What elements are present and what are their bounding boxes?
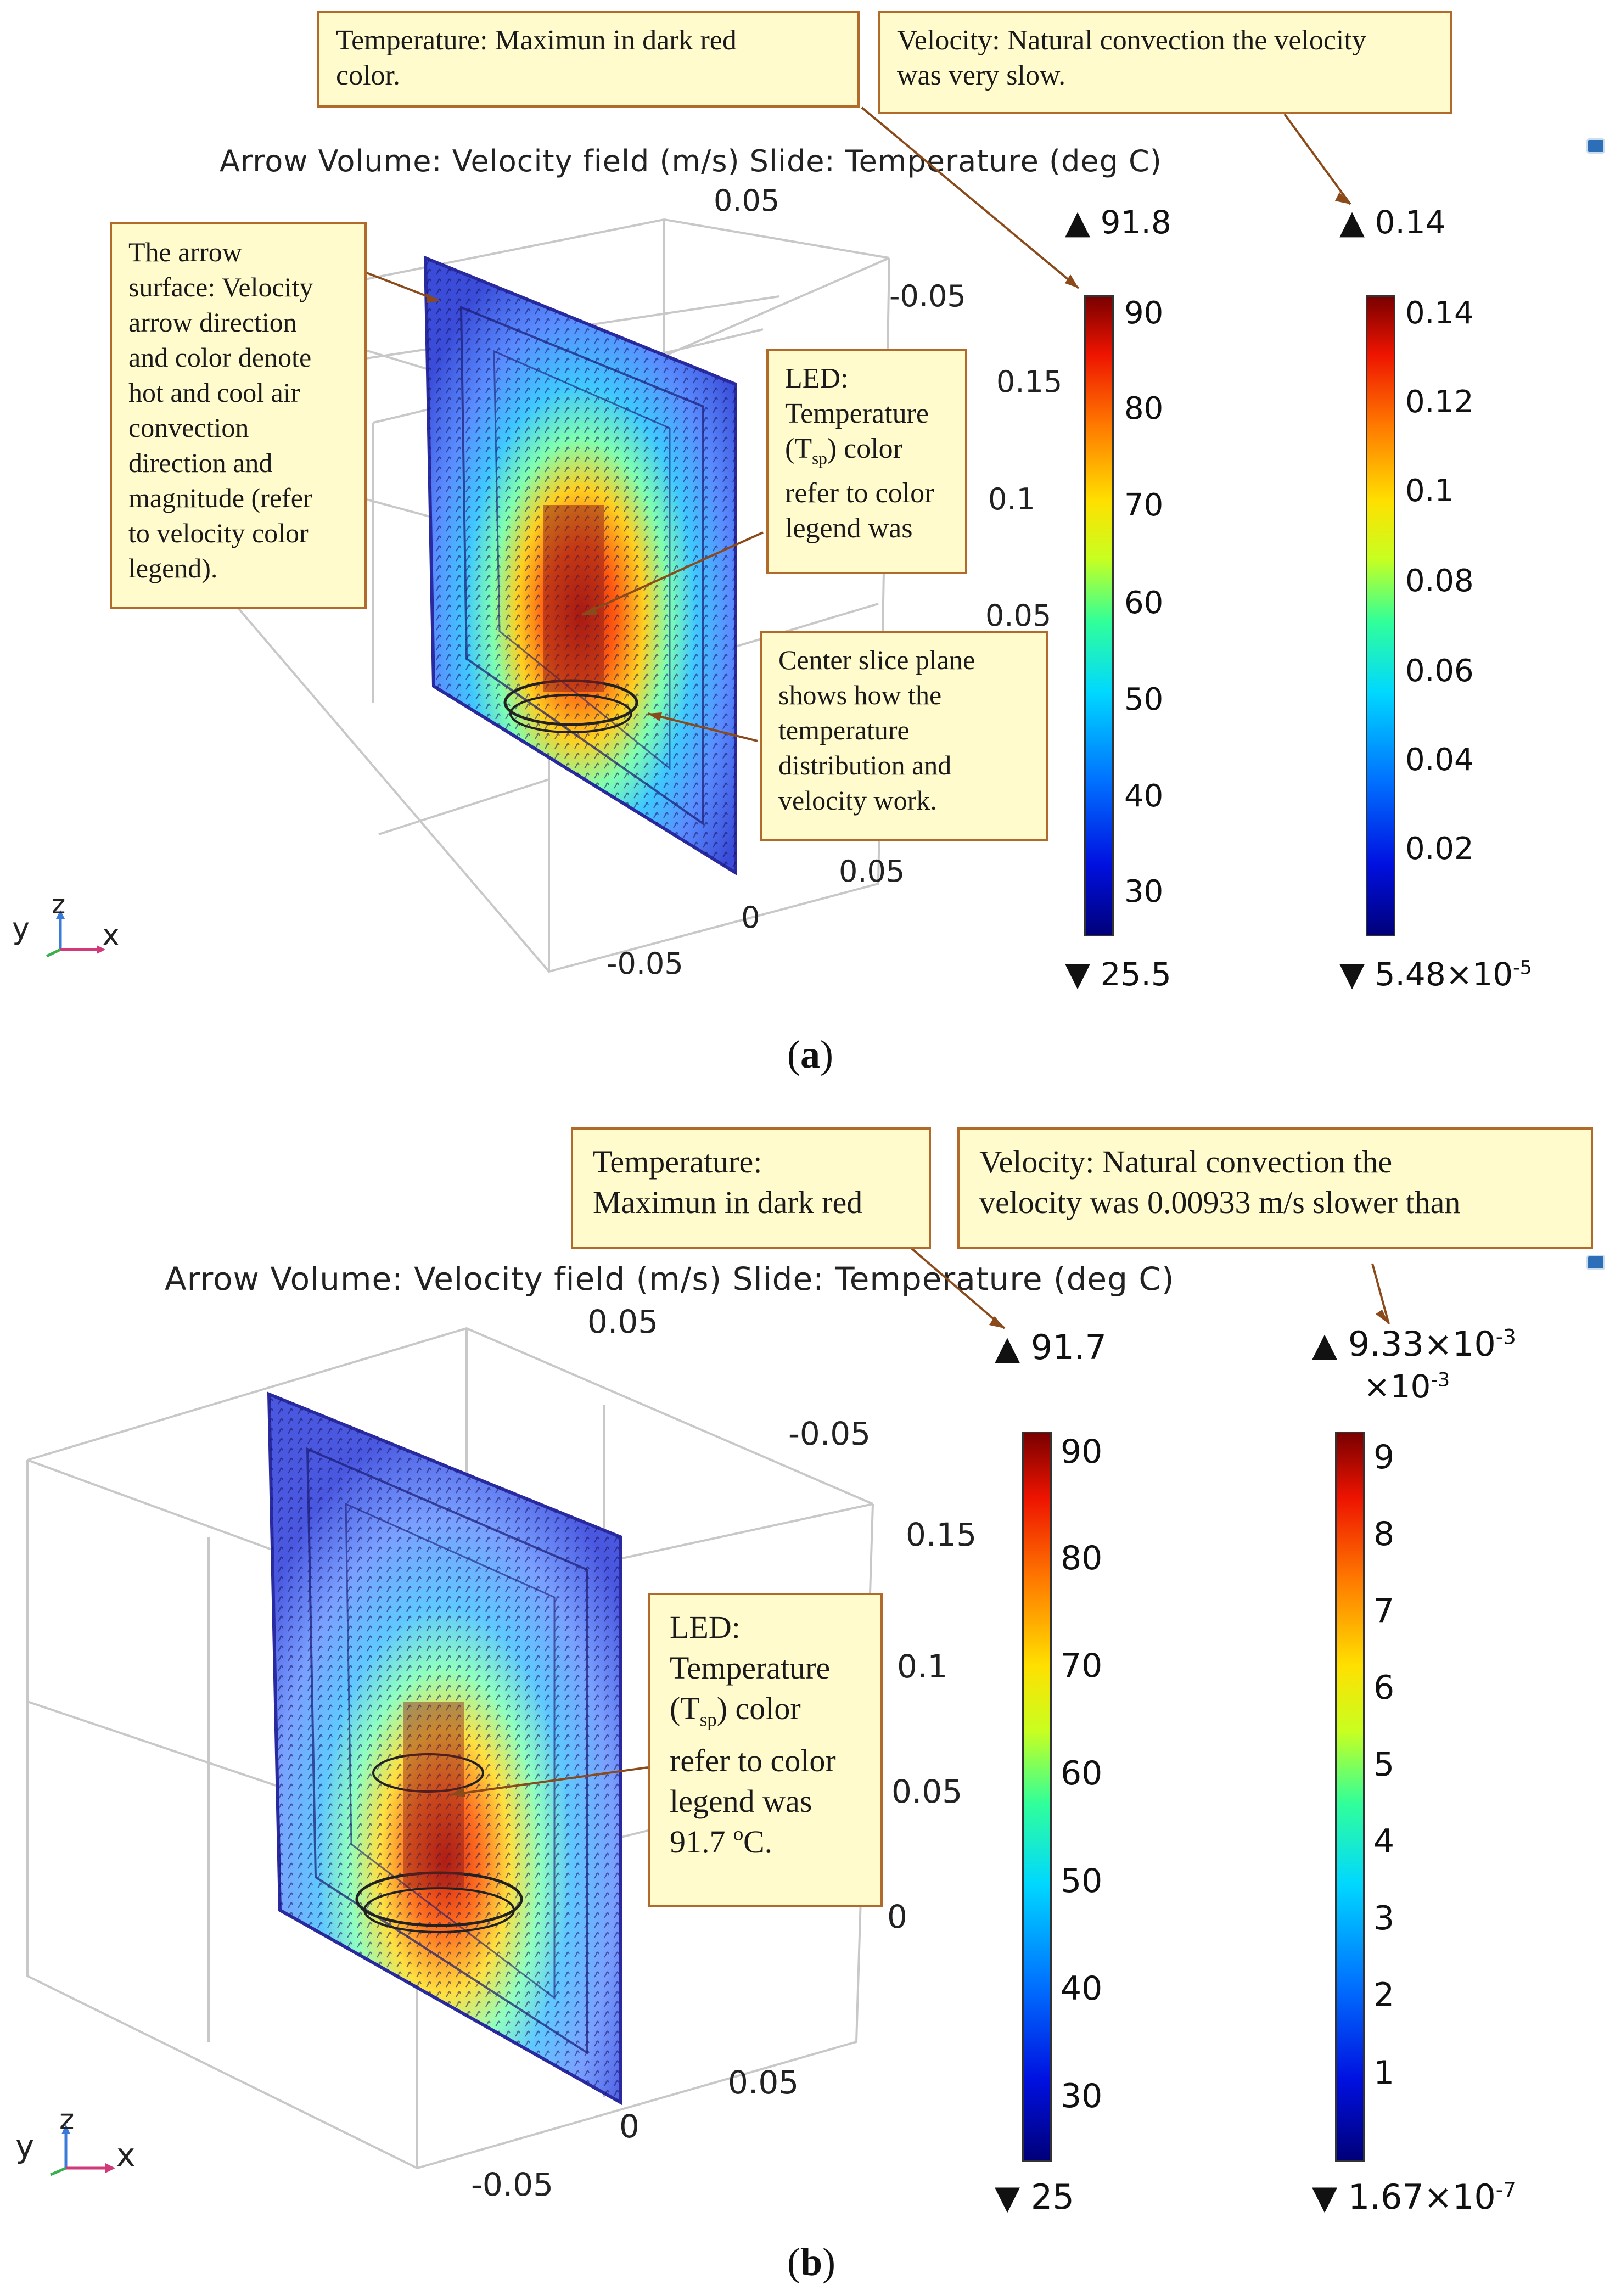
temp-tick: 60	[1061, 1754, 1103, 1793]
temp-tick: 90	[1124, 295, 1164, 331]
callout-led: LED: Temperature (Tsp) color refer to co…	[766, 349, 967, 574]
axis-tick: 0.05	[891, 1773, 963, 1810]
temp-tick: 70	[1124, 487, 1164, 523]
temp-tick: 80	[1061, 1539, 1103, 1578]
temp-tick: 60	[1124, 585, 1164, 621]
axis-tick: 0	[887, 1898, 907, 1935]
axis-triad	[50, 2124, 115, 2176]
led-line: refer to color	[785, 478, 934, 509]
axis-tick: 0.15	[996, 364, 1063, 399]
velocity-tick: 4	[1373, 1822, 1395, 1861]
callout-leaders	[364, 106, 1351, 742]
callout-temperature: Temperature: Maximun in dark red color.	[317, 11, 860, 108]
temperature-colorbar	[1022, 1432, 1052, 2162]
led-line: 91.7 ºC.	[670, 1823, 773, 1860]
temp-max: ▲ 91.8	[1065, 203, 1171, 242]
led-line: refer to color	[670, 1742, 836, 1778]
velocity-tick: 5	[1373, 1745, 1395, 1784]
velocity-tick: 0.02	[1405, 831, 1474, 867]
velocity-min: ▼ 1.67×10-7	[1312, 2177, 1516, 2217]
export-icon[interactable]	[1586, 1255, 1605, 1270]
callout-arrow-surface: The arrow surface: Velocity arrow direct…	[110, 222, 367, 609]
led-line: LED:	[785, 363, 849, 394]
temp-tick: 40	[1124, 778, 1164, 814]
velocity-colorbar	[1335, 1432, 1365, 2162]
axis-triad-y: y	[15, 2127, 35, 2165]
plot-title: Arrow Volume: Velocity field (m/s) Slide…	[165, 1260, 1175, 1298]
panel-b-3d-scene	[26, 1327, 874, 2170]
temp-tick: 40	[1061, 1969, 1103, 2008]
callout-velocity: Velocity: Natural convection the velocit…	[957, 1127, 1593, 1249]
axis-tick: 0.1	[988, 482, 1035, 517]
axis-tick: -0.05	[607, 946, 683, 981]
callout-led: LED: Temperature (Tsp) color refer to co…	[648, 1593, 883, 1907]
velocity-tick: 0.06	[1405, 653, 1474, 689]
axis-tick: -0.05	[471, 2166, 554, 2203]
temp-tick: 30	[1124, 874, 1164, 910]
axis-tick: -0.05	[889, 279, 966, 313]
velocity-tick: 7	[1373, 1592, 1395, 1630]
axis-triad-x: x	[102, 918, 120, 952]
caption-b: (b)	[787, 2240, 836, 2284]
plot-title: Arrow Volume: Velocity field (m/s) Slide…	[220, 144, 1162, 178]
axis-tick: 0.15	[906, 1516, 977, 1553]
velocity-tick: 0.08	[1405, 563, 1474, 599]
led-line: (Tsp) color	[670, 1691, 801, 1731]
velocity-max: ▲ 0.14	[1339, 203, 1446, 242]
axis-tick: 0.05	[985, 598, 1052, 633]
callout-temperature: Temperature: Maximun in dark red	[571, 1127, 931, 1249]
axis-tick: 0.1	[897, 1648, 948, 1685]
led-line: Temperature	[670, 1650, 831, 1686]
axis-triad-z: z	[59, 2103, 75, 2136]
velocity-tick: 6	[1373, 1669, 1395, 1707]
led-line: LED:	[670, 1609, 741, 1645]
velocity-tick: 1	[1373, 2054, 1395, 2092]
axis-tick: 0.05	[714, 183, 780, 218]
velocity-colorbar	[1366, 295, 1395, 936]
axis-triad	[46, 910, 105, 958]
callout-leaders	[450, 1247, 1390, 1797]
panel-a: Arrow Volume: Velocity field (m/s) Slide…	[0, 0, 1621, 1120]
temp-tick: 50	[1124, 682, 1164, 717]
velocity-max: ▲ 9.33×10-3	[1312, 1324, 1516, 1364]
led-line: legend was	[785, 513, 913, 544]
temp-tick: 80	[1124, 391, 1164, 426]
axis-tick: 0	[619, 2108, 640, 2145]
temp-tick: 30	[1061, 2077, 1103, 2115]
temp-max: ▲ 91.7	[995, 1327, 1107, 1367]
velocity-tick: 3	[1373, 1899, 1395, 1938]
axis-tick: 0.05	[728, 2064, 799, 2101]
temperature-colorbar	[1084, 295, 1114, 936]
callout-center-slice: Center slice plane shows how the tempera…	[760, 631, 1048, 841]
axis-triad-x: x	[116, 2136, 136, 2174]
temp-min: ▼ 25.5	[1065, 955, 1171, 993]
callout-velocity: Velocity: Natural convection the velocit…	[878, 11, 1452, 114]
led-line: legend was	[670, 1783, 812, 1819]
led-line: (Tsp) color	[785, 433, 902, 468]
velocity-tick: 0.1	[1405, 473, 1455, 509]
velocity-min: ▼ 5.48×10-5	[1339, 955, 1532, 993]
axis-tick: 0.05	[587, 1303, 659, 1340]
temp-tick: 90	[1061, 1433, 1103, 1471]
temp-min: ▼ 25	[995, 2177, 1074, 2217]
velocity-tick: 8	[1373, 1515, 1395, 1553]
led-line: Temperature	[785, 398, 929, 429]
velocity-tick: 0.04	[1405, 742, 1474, 778]
caption-a: (a)	[787, 1032, 833, 1076]
panel-b: Arrow Volume: Velocity field (m/s) Slide…	[0, 1120, 1621, 2296]
axis-triad-z: z	[52, 889, 66, 920]
velocity-tick: 0.14	[1405, 295, 1474, 331]
axis-tick: 0.05	[839, 854, 905, 889]
export-icon[interactable]	[1586, 138, 1605, 154]
velocity-multiplier: ×10-3	[1364, 1368, 1450, 1405]
axis-triad-y: y	[12, 911, 30, 946]
velocity-tick: 9	[1373, 1438, 1395, 1477]
velocity-tick: 0.12	[1405, 384, 1474, 420]
velocity-tick: 2	[1373, 1976, 1395, 2014]
temp-tick: 50	[1061, 1862, 1103, 1900]
axis-tick: -0.05	[788, 1415, 871, 1452]
temp-tick: 70	[1061, 1647, 1103, 1685]
axis-tick: 0	[741, 900, 760, 935]
